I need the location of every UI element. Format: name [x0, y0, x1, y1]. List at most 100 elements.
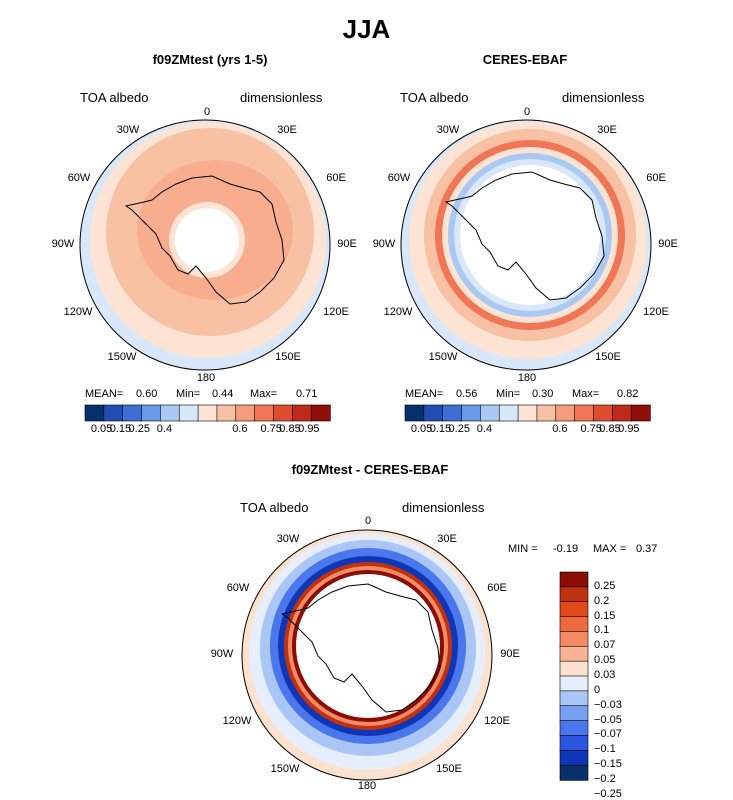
model-colorbar-tick: 0.15: [109, 423, 132, 435]
obs-colorbar-tick: 0.6: [552, 423, 568, 435]
diff-lon-60e: 60E: [487, 582, 507, 594]
obs-colorbar-tick: 0.85: [599, 423, 621, 435]
diff-max-label: MAX =: [593, 543, 627, 555]
obs-lon-60e: 60E: [646, 172, 666, 184]
model-colorbar-tick: 0.6: [232, 423, 248, 435]
diff-max-value: 0.37: [636, 543, 658, 555]
diff-colorbar-tick: 0.07: [594, 639, 616, 652]
diff-min-label: MIN =: [508, 543, 538, 555]
diff-lon-30e: 30E: [437, 533, 457, 545]
diff-colorbar-tick: 0.03: [594, 669, 616, 681]
model-mean-value: 0.60: [136, 388, 158, 400]
figure-title: JJA: [342, 14, 391, 44]
obs-max-value: 0.82: [617, 388, 639, 400]
obs-colorbar-tick: 0.95: [618, 423, 640, 435]
diff-panel-title: f09ZMtest - CERES-EBAF: [291, 462, 449, 477]
obs-lon-0: 0: [523, 106, 531, 118]
model-colorbar-tick: 0.75: [260, 423, 282, 435]
diff-colorbar-tick: −0.1: [594, 743, 616, 756]
diff-colorbar-cell: [559, 645, 589, 662]
diff-colorbar-tick: −0.07: [594, 728, 622, 741]
diff-variable-label: TOA albedo: [240, 500, 309, 515]
model-mean-label: MEAN=: [85, 388, 124, 400]
model-lon-60w: 60W: [67, 172, 91, 184]
diff-colorbar-cell: [559, 660, 589, 677]
diff-colorbar-tick: 0.1: [594, 624, 610, 637]
diff-colorbar-tick: 0.15: [594, 609, 616, 622]
diff-colorbar-tick: 0: [594, 683, 601, 696]
model-lon-90w: 90W: [51, 238, 75, 250]
diff-colorbar-tick: −0.05: [594, 713, 622, 726]
diff-units-label: dimensionless: [402, 500, 485, 515]
diff-colorbar-tick: −0.15: [594, 758, 622, 771]
model-lon-150e: 150E: [275, 351, 301, 363]
diff-colorbar-tick: 0.2: [594, 594, 610, 607]
diff-colorbar-cell: [559, 735, 589, 751]
obs-interior: [460, 165, 600, 305]
model-colorbar: [84, 404, 331, 422]
model-lon-180: 180: [196, 372, 216, 384]
model-units-label: dimensionless: [240, 90, 323, 105]
diff-lon-60w: 60W: [226, 582, 250, 594]
diff-lon-0: 0: [364, 515, 372, 527]
model-pole-hole: [175, 208, 239, 272]
obs-colorbar-tick: 0.15: [429, 423, 452, 435]
model-lon-90e: 90E: [337, 238, 357, 250]
model-max-value: 0.71: [296, 388, 318, 400]
model-lon-0: 0: [203, 106, 211, 118]
obs-lon-150w: 150W: [428, 351, 458, 363]
diff-colorbar-cell: [559, 616, 589, 633]
obs-colorbar-tick: 0.4: [476, 423, 493, 435]
model-antarctica-outline: [124, 175, 285, 305]
model-min-label: Min=: [176, 388, 201, 400]
diff-colorbar-cell: [559, 601, 589, 618]
model-panel-title: f09ZMtest (yrs 1-5): [152, 52, 268, 67]
model-colorbar-tick: 0.05: [90, 423, 113, 435]
diff-antarctica-outline: [280, 583, 441, 713]
diff-lon-150e: 150E: [436, 763, 462, 775]
diff-colorbar-cell: [559, 571, 589, 588]
model-colorbar-tick: 0.25: [128, 423, 150, 435]
diff-colorbar-cell: [559, 586, 589, 603]
model-colorbar-tick: 0.95: [298, 423, 320, 435]
obs-lon-90w: 90W: [372, 238, 396, 250]
diff-lon-120w: 120W: [222, 715, 252, 727]
model-colorbar-tick: 0.4: [156, 423, 173, 435]
model-min-value: 0.44: [212, 388, 234, 400]
obs-colorbar-cell: [630, 404, 651, 422]
model-variable-label: TOA albedo: [80, 90, 149, 105]
obs-min-value: 0.30: [532, 388, 554, 400]
obs-lon-30e: 30E: [597, 124, 617, 136]
model-colorbar-cell: [310, 404, 331, 422]
obs-lon-30w: 30W: [436, 124, 460, 136]
model-lon-30e: 30E: [277, 124, 297, 136]
diff-colorbar-cell: [559, 705, 589, 722]
model-max-label: Max=: [250, 388, 278, 400]
diff-lon-90e: 90E: [500, 648, 520, 660]
obs-min-label: Min=: [496, 388, 521, 400]
obs-colorbar-tick: 0.05: [410, 423, 433, 435]
model-colorbar-tick: 0.85: [279, 423, 301, 435]
obs-variable-label: TOA albedo: [400, 90, 469, 105]
diff-lon-120e: 120E: [484, 715, 510, 727]
diff-colorbar-cell: [559, 675, 589, 692]
diff-lon-30w: 30W: [276, 533, 300, 545]
model-lon-120e: 120E: [323, 306, 349, 318]
obs-colorbar: [404, 404, 651, 422]
obs-lon-150e: 150E: [595, 351, 621, 363]
obs-lon-120w: 120W: [383, 306, 413, 318]
diff-colorbar-tick: −0.2: [594, 773, 616, 785]
obs-lon-60w: 60W: [387, 172, 411, 184]
diff-colorbar-cell: [559, 690, 589, 707]
diff-colorbar-tick: −0.25: [594, 787, 622, 800]
diff-lon-90w: 90W: [210, 648, 234, 660]
obs-colorbar-tick: 0.25: [448, 423, 470, 435]
obs-lon-120e: 120E: [643, 306, 669, 318]
diff-colorbar-tick: 0.25: [594, 579, 616, 592]
diff-colorbar-tick: 0.05: [594, 654, 616, 667]
diff-colorbar-cell: [559, 720, 589, 737]
diff-lon-180: 180: [357, 780, 377, 792]
obs-max-label: Max=: [572, 388, 600, 400]
